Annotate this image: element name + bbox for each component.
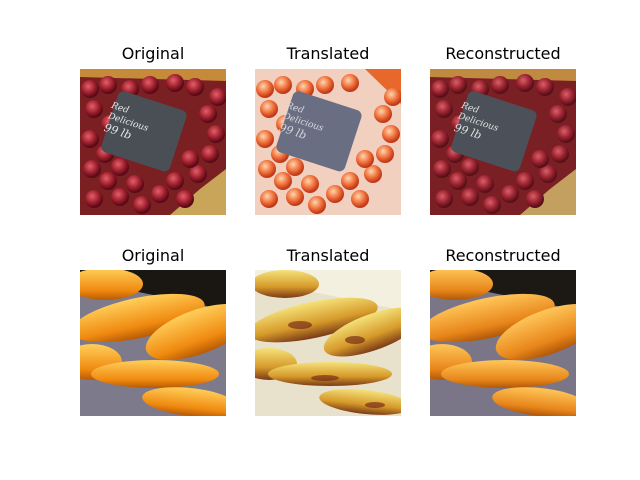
oranges-translated-image bbox=[255, 270, 401, 416]
panel-title-reconstructed-2: Reconstructed bbox=[445, 246, 561, 265]
oranges-reconstructed-image bbox=[430, 270, 576, 416]
panel-title-translated-2: Translated bbox=[286, 246, 370, 265]
apples-reconstructed-image bbox=[430, 69, 576, 215]
panel-title-translated-1: Translated bbox=[286, 44, 370, 63]
apples-translated-image bbox=[255, 69, 401, 215]
oranges-original-image bbox=[80, 270, 226, 416]
panel-title-reconstructed-1: Reconstructed bbox=[445, 44, 561, 63]
apples-original-image bbox=[80, 69, 226, 215]
panel-title-original-1: Original bbox=[121, 44, 185, 63]
panel-title-original-2: Original bbox=[121, 246, 185, 265]
